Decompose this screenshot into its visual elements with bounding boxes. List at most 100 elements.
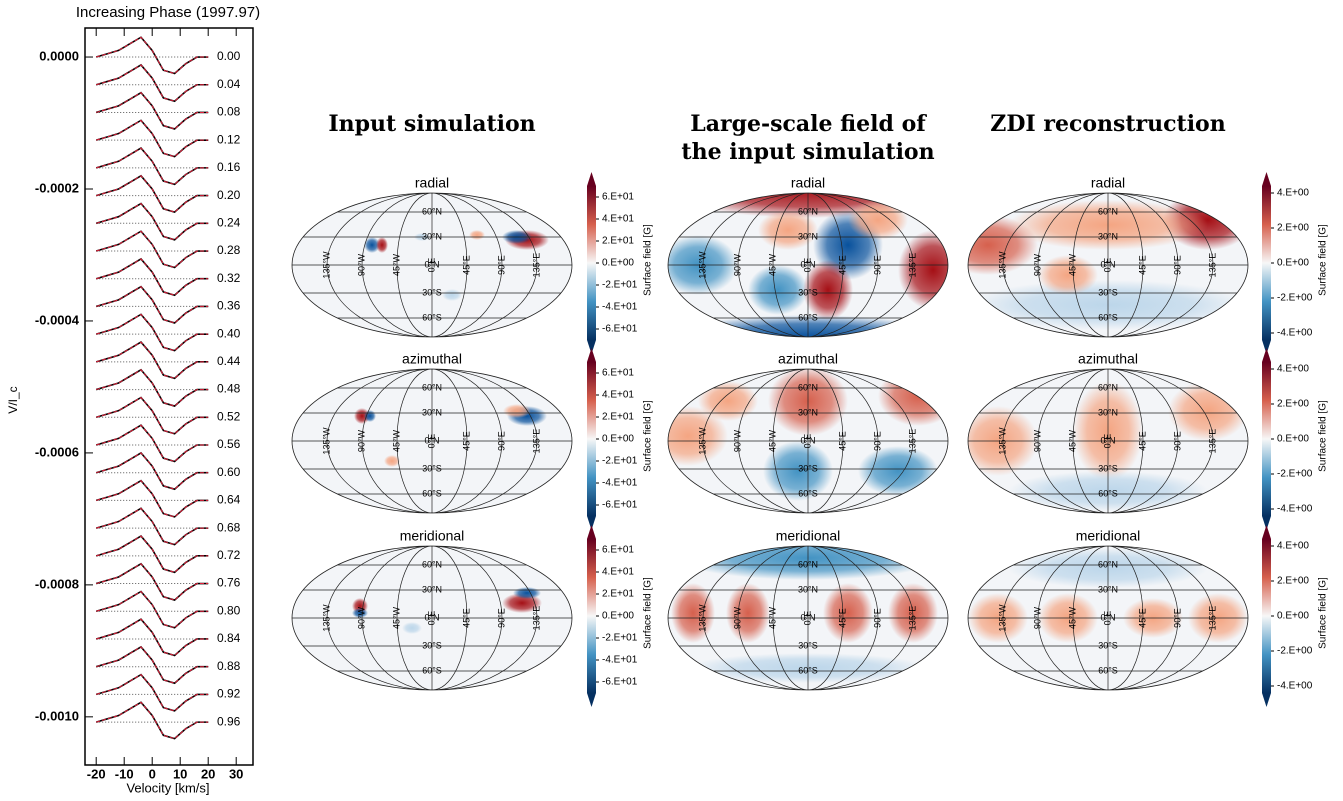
lon-label: 0°E bbox=[426, 258, 436, 273]
row-label: meridional bbox=[400, 528, 465, 544]
colorbar-end bbox=[587, 525, 596, 539]
map-outline bbox=[291, 192, 573, 338]
map-outline bbox=[667, 545, 949, 691]
lat-label: 60°N bbox=[422, 206, 442, 216]
phase-label: 0.60 bbox=[217, 465, 241, 479]
model-profile bbox=[96, 590, 209, 629]
colorbar-tick-label: 2.E+00 bbox=[1277, 576, 1309, 587]
colorbar-end bbox=[587, 172, 596, 186]
observed-profile bbox=[95, 507, 209, 546]
lon-label: 90°E bbox=[1172, 431, 1182, 451]
observed-profile bbox=[95, 535, 209, 574]
lon-label: 0°E bbox=[426, 434, 436, 449]
model-profile bbox=[96, 258, 209, 296]
lon-label: 45°E bbox=[837, 431, 847, 451]
lat-label: 60°N bbox=[798, 559, 818, 569]
field-patch bbox=[384, 455, 400, 467]
lon-label: 45°E bbox=[837, 608, 847, 628]
colorbar-tick-label: 0.E+00 bbox=[602, 611, 634, 622]
field-patch bbox=[748, 265, 808, 315]
lon-label: 135°E bbox=[1207, 606, 1217, 631]
phase-label: 0.40 bbox=[217, 326, 241, 340]
colorbar bbox=[1262, 539, 1271, 693]
lat-label: 30°S bbox=[1098, 287, 1118, 297]
field-patch bbox=[364, 237, 380, 253]
model-profile bbox=[96, 230, 209, 269]
map bbox=[668, 193, 948, 337]
map bbox=[668, 546, 948, 690]
observed-profile bbox=[95, 368, 209, 407]
lat-label: 0°N bbox=[424, 259, 439, 269]
lon-label: 0°E bbox=[1102, 434, 1112, 449]
lat-label: 0°N bbox=[800, 259, 815, 269]
colorbar-tick-label: 4.E+00 bbox=[1277, 188, 1309, 199]
lon-label: 90°E bbox=[496, 608, 506, 628]
lat-label: 30°N bbox=[798, 231, 818, 241]
map bbox=[968, 546, 1248, 690]
model-profile bbox=[96, 36, 209, 75]
lon-label: 135°W bbox=[697, 604, 707, 632]
phase-label: 0.36 bbox=[217, 299, 241, 313]
map-outline bbox=[967, 368, 1249, 514]
lat-label: 30°N bbox=[1098, 407, 1118, 417]
observed-profile bbox=[95, 341, 209, 380]
field-patch bbox=[698, 381, 758, 421]
y-tick-label: -0.0008 bbox=[35, 576, 79, 591]
phase-label: 0.84 bbox=[217, 631, 241, 645]
observed-profile bbox=[95, 285, 209, 324]
model-profile bbox=[96, 396, 209, 435]
observed-profile bbox=[95, 645, 209, 685]
lon-label: 45°W bbox=[391, 253, 401, 276]
lat-label: 0°N bbox=[800, 435, 815, 445]
observed-profile bbox=[95, 396, 209, 435]
phase-label: 0.80 bbox=[217, 603, 241, 617]
map bbox=[292, 193, 572, 337]
x-tick-label: 30 bbox=[229, 766, 243, 781]
model-profile bbox=[96, 646, 209, 684]
lon-label: 135°W bbox=[321, 604, 331, 632]
colorbar-label: Surface field [G] bbox=[1318, 400, 1329, 472]
map-outline bbox=[967, 545, 1249, 691]
lon-label: 135°W bbox=[997, 251, 1007, 279]
model-profile bbox=[96, 64, 209, 102]
lat-label: 30°N bbox=[798, 584, 818, 594]
lat-label: 30°S bbox=[1098, 640, 1118, 650]
lon-label: 45°E bbox=[837, 255, 847, 275]
lat-label: 60°S bbox=[1098, 488, 1118, 498]
lat-label: 30°S bbox=[422, 463, 442, 473]
field-patch bbox=[376, 237, 388, 253]
map bbox=[292, 546, 572, 690]
lon-label: 45°W bbox=[1067, 606, 1077, 629]
y-tick-label: -0.0002 bbox=[35, 180, 79, 195]
phase-label: 0.04 bbox=[217, 77, 241, 91]
lon-label: 135°E bbox=[531, 253, 541, 278]
observed-profile bbox=[95, 562, 209, 601]
colorbar-tick-label: 4.E+01 bbox=[602, 567, 634, 578]
observed-profile bbox=[95, 479, 209, 518]
lat-label: 30°N bbox=[1098, 231, 1118, 241]
map-outline bbox=[291, 545, 573, 691]
map bbox=[292, 369, 572, 513]
lon-label: 45°E bbox=[1137, 255, 1147, 275]
colorbar-tick-label: 0.E+00 bbox=[602, 434, 634, 445]
lat-label: 60°N bbox=[1098, 382, 1118, 392]
colorbar-tick-label: 6.E+01 bbox=[602, 368, 634, 379]
lon-label: 135°E bbox=[531, 429, 541, 454]
colorbar-tick-label: -4.E+01 bbox=[602, 302, 638, 313]
lat-label: 60°N bbox=[422, 559, 442, 569]
phase-label: 0.20 bbox=[217, 188, 241, 202]
field-patch bbox=[668, 406, 728, 466]
lat-label: 60°S bbox=[422, 488, 442, 498]
field-patch bbox=[668, 315, 948, 337]
colorbar-end bbox=[1262, 516, 1271, 530]
model-profile bbox=[96, 479, 209, 518]
lon-label: 90°W bbox=[356, 606, 366, 629]
colorbar-tick-label: 0.E+00 bbox=[1277, 434, 1309, 445]
lat-label: 30°N bbox=[422, 231, 442, 241]
colorbar-tick-label: -6.E+01 bbox=[602, 324, 638, 335]
lat-label: 60°S bbox=[422, 312, 442, 322]
observed-profile bbox=[95, 257, 209, 297]
colorbar-end bbox=[1262, 348, 1271, 362]
lon-label: 45°E bbox=[1137, 431, 1147, 451]
colorbar-tick-label: -4.E+01 bbox=[602, 655, 638, 666]
